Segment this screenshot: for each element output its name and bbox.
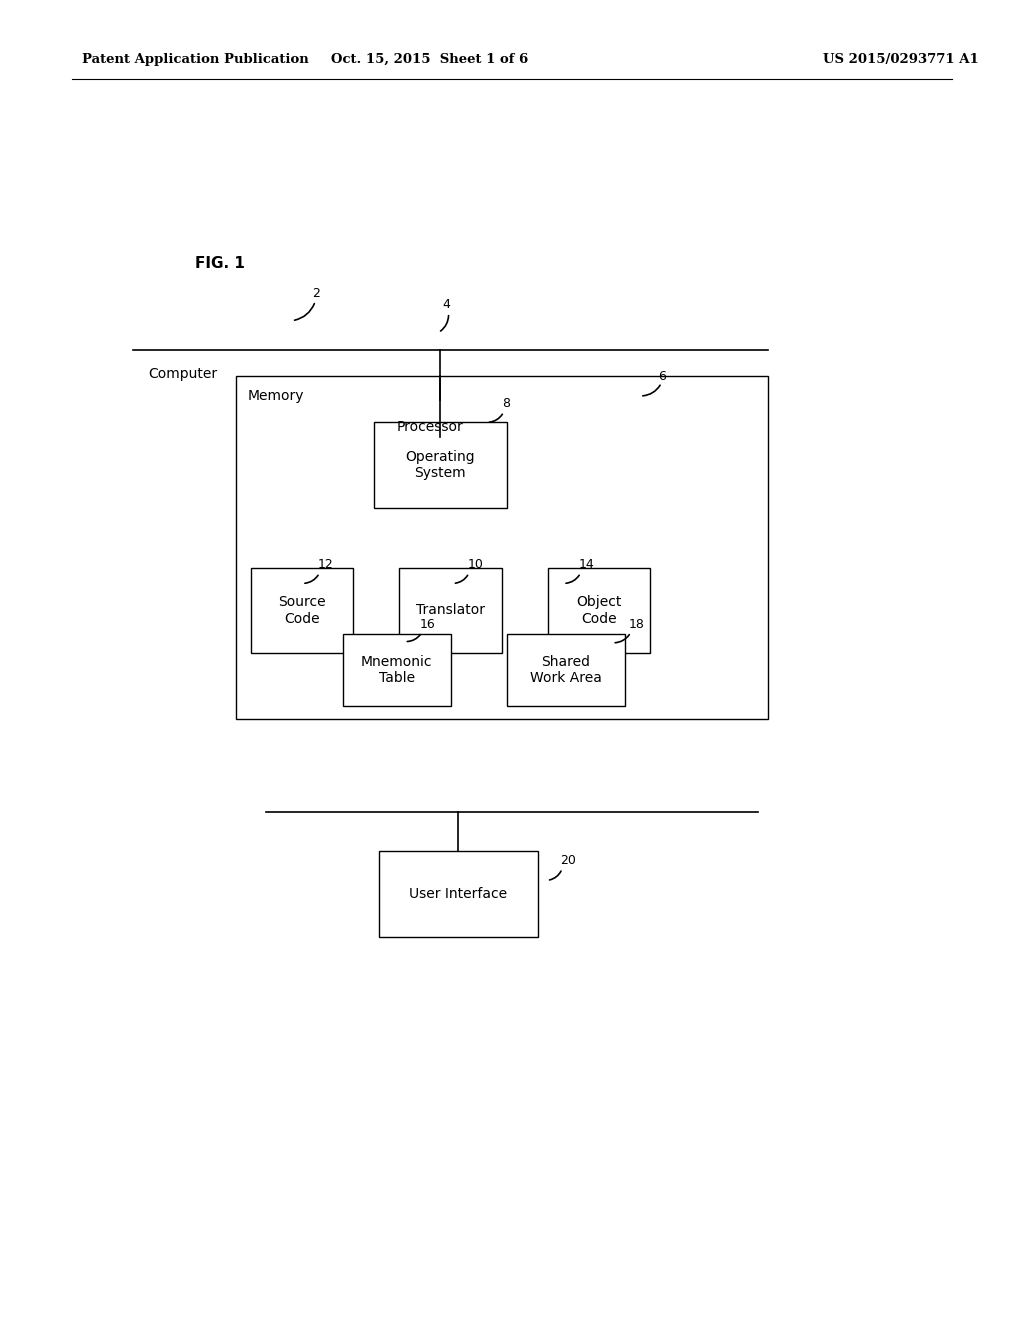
FancyBboxPatch shape [374,422,507,508]
Text: 8: 8 [502,397,510,411]
Text: Source
Code: Source Code [279,595,326,626]
Text: 4: 4 [442,298,451,312]
FancyBboxPatch shape [399,568,502,653]
Text: 2: 2 [312,286,321,300]
Text: Patent Application Publication: Patent Application Publication [82,53,308,66]
FancyBboxPatch shape [379,851,538,937]
Text: 16: 16 [420,618,435,631]
FancyBboxPatch shape [548,568,650,653]
Text: User Interface: User Interface [410,887,507,902]
FancyBboxPatch shape [343,634,451,706]
Text: 20: 20 [560,854,577,867]
Text: Shared
Work Area: Shared Work Area [529,655,602,685]
FancyBboxPatch shape [507,634,625,706]
Text: Computer: Computer [148,367,218,380]
FancyBboxPatch shape [236,376,768,719]
Text: 12: 12 [317,558,333,572]
Text: US 2015/0293771 A1: US 2015/0293771 A1 [823,53,979,66]
Text: 14: 14 [579,558,594,572]
Text: 6: 6 [658,370,667,383]
Text: Mnemonic
Table: Mnemonic Table [361,655,432,685]
Text: 18: 18 [629,618,645,631]
Text: Object
Code: Object Code [577,595,622,626]
Text: Oct. 15, 2015  Sheet 1 of 6: Oct. 15, 2015 Sheet 1 of 6 [332,53,528,66]
Text: Memory: Memory [248,389,304,404]
Text: Operating
System: Operating System [406,450,475,480]
Text: FIG. 1: FIG. 1 [195,256,245,272]
Text: Processor: Processor [396,420,464,434]
FancyBboxPatch shape [251,568,353,653]
Text: 10: 10 [468,558,484,572]
Text: Translator: Translator [416,603,485,618]
